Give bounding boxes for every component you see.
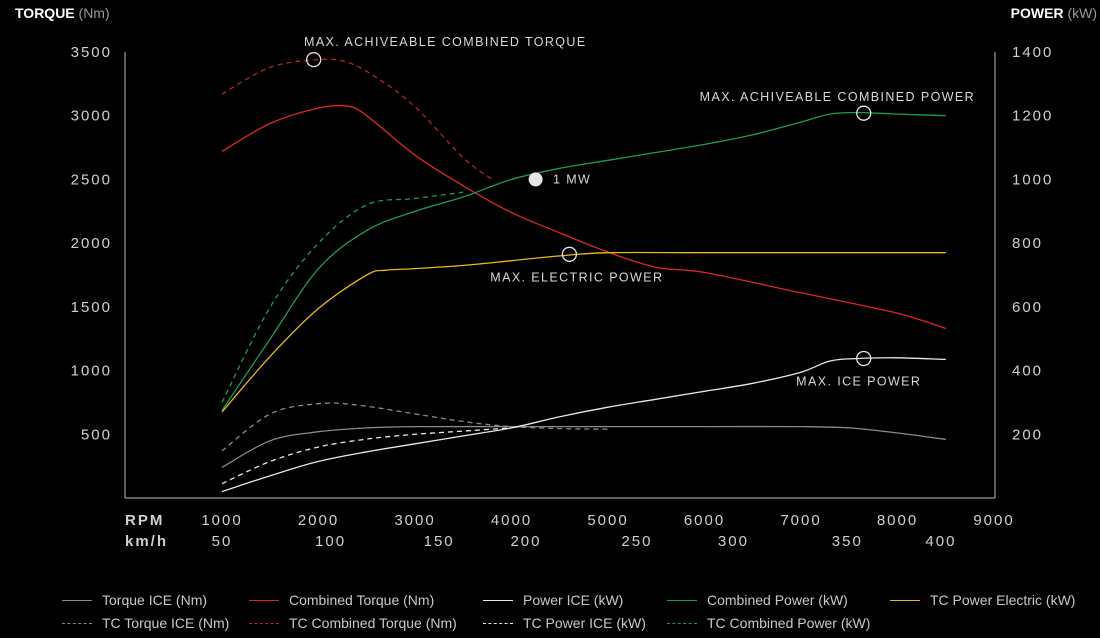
annotation-label: MAX. ACHIVEABLE COMBINED POWER <box>700 90 975 104</box>
legend-swatch <box>249 599 279 601</box>
kmh-tick-label: 100 <box>315 533 346 550</box>
series-line-power-ice-kw <box>221 357 946 493</box>
series-line-combined-power-kw <box>221 111 946 411</box>
legend-swatch <box>667 599 697 601</box>
left-tick-label: 1500 <box>71 299 112 316</box>
legend-item: Combined Torque (Nm) <box>249 592 434 608</box>
right-tick-label: 200 <box>1012 426 1043 443</box>
legend-swatch <box>62 599 92 601</box>
legend-label: TC Combined Power (kW) <box>707 615 871 631</box>
series-line-tc-combined-torque-nm <box>221 58 493 180</box>
right-axis-unit: (kW) <box>1067 5 1097 21</box>
annotation-dot-marker <box>528 172 543 187</box>
left-tick-label: 3500 <box>71 44 112 61</box>
legend-label: TC Combined Torque (Nm) <box>289 615 457 631</box>
annotation-label: MAX. ICE POWER <box>796 375 921 389</box>
series-line-tc-power-electric-kw <box>221 251 946 413</box>
right-tick-label: 1200 <box>1012 108 1053 125</box>
kmh-tick-label: 200 <box>510 533 541 550</box>
legend-item: Power ICE (kW) <box>483 592 623 608</box>
rpm-tick-label: 7000 <box>780 512 821 529</box>
rpm-tick-label: 3000 <box>394 512 435 529</box>
rpm-tick-label: 9000 <box>973 512 1014 529</box>
legend-swatch <box>483 599 513 601</box>
left-tick-label: 2000 <box>71 235 112 252</box>
rpm-tick-label: 2000 <box>298 512 339 529</box>
left-axis-unit: (Nm) <box>78 5 110 21</box>
left-tick-label: 1000 <box>71 363 112 380</box>
legend-item: TC Torque ICE (Nm) <box>62 615 229 631</box>
legend-label: Torque ICE (Nm) <box>102 592 208 608</box>
legend-label: Combined Power (kW) <box>707 592 848 608</box>
legend-label: Power ICE (kW) <box>523 592 624 608</box>
rpm-axis-label: RPM <box>125 512 164 529</box>
series-line-torque-ice-nm <box>221 425 946 468</box>
left-tick-label: 3000 <box>71 108 112 125</box>
rpm-tick-label: 8000 <box>877 512 918 529</box>
rpm-tick-label: 4000 <box>491 512 532 529</box>
kmh-tick-label: 350 <box>832 533 863 550</box>
legend-item: TC Power Electric (kW) <box>890 592 1075 608</box>
rpm-tick-label: 6000 <box>684 512 725 529</box>
left-axis-title: TORQUE (Nm) <box>15 5 110 21</box>
legend-item: Combined Power (kW) <box>667 592 848 608</box>
chart-legend: Torque ICE (Nm) TC Torque ICE (Nm) Combine… <box>0 590 1100 638</box>
series-line-combined-torque-nm <box>221 104 946 330</box>
kmh-tick-label: 400 <box>925 533 956 550</box>
right-tick-label: 400 <box>1012 363 1043 380</box>
annotation-label: MAX. ELECTRIC POWER <box>490 271 663 285</box>
legend-item: TC Combined Torque (Nm) <box>249 615 457 631</box>
series-line-tc-combined-power-kw <box>221 191 464 403</box>
legend-label: TC Power ICE (kW) <box>523 615 646 631</box>
legend-swatch <box>249 622 279 624</box>
kmh-tick-label: 50 <box>212 533 233 550</box>
annotation-ring-marker <box>561 246 578 262</box>
right-axis-title: POWER (kW) <box>1011 5 1097 21</box>
legend-swatch <box>62 622 92 624</box>
kmh-tick-label: 300 <box>718 533 749 550</box>
series-line-tc-torque-ice-nm <box>221 402 609 452</box>
legend-swatch <box>890 599 920 601</box>
left-tick-label: 2500 <box>71 171 112 188</box>
annotation-ring-marker <box>856 105 872 121</box>
legend-item: TC Combined Power (kW) <box>667 615 870 631</box>
legend-item: Torque ICE (Nm) <box>62 592 207 608</box>
left-tick-label: 500 <box>81 426 112 443</box>
legend-label: TC Power Electric (kW) <box>930 592 1076 608</box>
kmh-tick-label: 250 <box>621 533 652 550</box>
annotation-ring-marker <box>856 350 872 367</box>
series-line-tc-power-ice-kw <box>221 427 512 485</box>
legend-swatch <box>667 622 697 624</box>
annotation-label: 1 MW <box>553 172 591 186</box>
legend-swatch <box>483 622 513 624</box>
kmh-tick-label: 150 <box>424 533 455 550</box>
annotation-ring-marker <box>306 51 322 68</box>
legend-label: TC Torque ICE (Nm) <box>102 615 230 631</box>
annotation-label: MAX. ACHIVEABLE COMBINED TORQUE <box>304 35 587 49</box>
right-tick-label: 1000 <box>1012 171 1053 188</box>
right-tick-label: 800 <box>1012 235 1043 252</box>
rpm-tick-label: 1000 <box>201 512 242 529</box>
left-axis-title-text: TORQUE <box>15 5 75 21</box>
kmh-axis-label: km/h <box>125 533 168 550</box>
right-tick-label: 1400 <box>1012 44 1053 61</box>
legend-label: Combined Torque (Nm) <box>289 592 435 608</box>
torque-power-chart: 500 1000 1500 2000 2500 3000 3500 200 400 600 800 1… <box>71 35 1053 550</box>
rpm-tick-label: 5000 <box>587 512 628 529</box>
right-tick-label: 600 <box>1012 299 1043 316</box>
right-axis-title-text: POWER <box>1010 5 1064 21</box>
legend-item: TC Power ICE (kW) <box>483 615 646 631</box>
